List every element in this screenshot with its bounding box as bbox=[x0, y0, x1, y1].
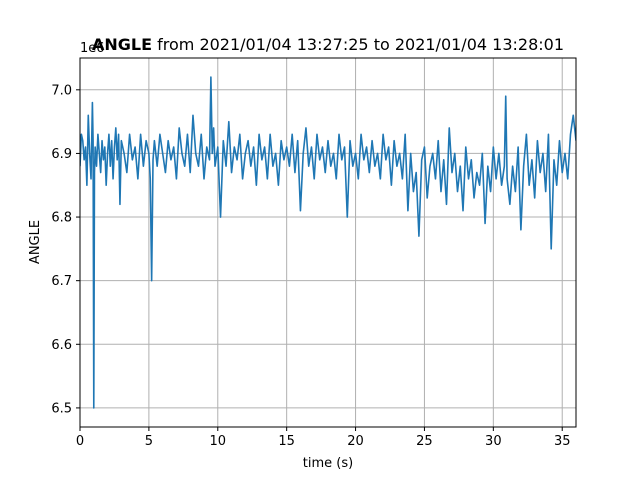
y-axis-label: ANGLE bbox=[28, 220, 43, 264]
x-tick-label: 30 bbox=[485, 434, 502, 449]
chart-title: ANGLE from 2021/01/04 13:27:25 to 2021/0… bbox=[92, 35, 564, 54]
y-tick-label: 7.0 bbox=[51, 83, 72, 98]
chart-title-rest: from 2021/01/04 13:27:25 to 2021/01/04 1… bbox=[152, 35, 564, 54]
x-tick-label: 10 bbox=[210, 434, 227, 449]
y-axis-ticks: 6.5 6.6 6.7 6.8 6.9 7.0 bbox=[51, 83, 80, 416]
x-tick-label: 0 bbox=[76, 434, 84, 449]
plot-area bbox=[80, 58, 576, 427]
y-tick-label: 6.7 bbox=[51, 274, 72, 289]
x-tick-label: 20 bbox=[347, 434, 364, 449]
x-tick-label: 35 bbox=[554, 434, 571, 449]
plot-frame bbox=[79, 57, 577, 428]
x-tick-label: 15 bbox=[278, 434, 295, 449]
x-tick-label: 25 bbox=[416, 434, 433, 449]
y-tick-label: 6.5 bbox=[51, 401, 72, 416]
series-layer bbox=[80, 76, 576, 409]
chart-title-bold: ANGLE bbox=[92, 35, 152, 54]
angle-series-line bbox=[80, 76, 576, 409]
y-tick-label: 6.9 bbox=[51, 147, 72, 162]
y-tick-label: 6.6 bbox=[51, 338, 72, 353]
y-tick-label: 6.8 bbox=[51, 211, 72, 226]
y-offset-label: 1e6 bbox=[80, 41, 105, 56]
grid-lines bbox=[79, 58, 576, 427]
x-tick-label: 5 bbox=[145, 434, 153, 449]
x-axis-ticks: 0 5 10 15 20 25 30 35 bbox=[76, 427, 571, 449]
x-axis-label: time (s) bbox=[303, 456, 353, 471]
